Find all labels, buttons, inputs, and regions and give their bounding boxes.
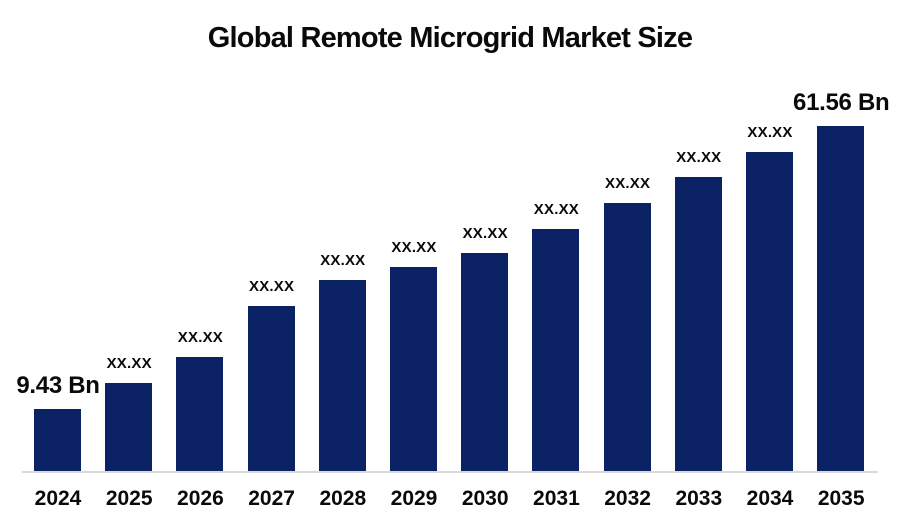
bar-value-label-2032: XX.XX xyxy=(605,175,651,193)
bar-2029 xyxy=(390,267,437,471)
bar-group-2028: XX.XX 2028 xyxy=(303,0,383,525)
bar-2030 xyxy=(461,253,509,471)
bar-2035 xyxy=(817,126,865,471)
bar-value-label-2024: 9.43 Bn xyxy=(16,371,100,399)
bar-value-label-2030: XX.XX xyxy=(462,225,508,243)
bar-group-2031: XX.XX 2031 xyxy=(516,0,596,525)
bar-value-label-2026: XX.XX xyxy=(177,329,223,347)
bar-value-label-2035: 61.56 Bn xyxy=(793,88,890,116)
bar-value-label-2031: XX.XX xyxy=(533,201,579,219)
x-tick-2027: 2027 xyxy=(248,487,295,510)
bar-2027 xyxy=(247,306,295,471)
x-tick-2032: 2032 xyxy=(604,487,651,510)
x-axis-line xyxy=(22,471,878,473)
bar-group-2032: XX.XX 2032 xyxy=(588,0,668,525)
x-tick-2033: 2033 xyxy=(675,487,723,510)
bar-group-2024: 9.43 Bn 2024 xyxy=(16,0,100,525)
x-tick-2028: 2028 xyxy=(319,487,367,510)
bar-group-2033: XX.XX 2033 xyxy=(659,0,739,525)
bar-value-label-2034: XX.XX xyxy=(747,124,793,142)
bar-value-label-2028: XX.XX xyxy=(320,252,366,270)
x-tick-2034: 2034 xyxy=(746,487,794,510)
bar-group-2027: XX.XX 2027 xyxy=(232,0,312,525)
bar-group-2029: XX.XX 2029 xyxy=(374,0,454,525)
bar-value-label-2027: XX.XX xyxy=(249,278,295,296)
bar-group-2030: XX.XX 2030 xyxy=(445,0,525,525)
x-tick-2031: 2031 xyxy=(533,487,580,510)
x-tick-2025: 2025 xyxy=(105,487,153,510)
bar-group-2034: XX.XX 2034 xyxy=(730,0,810,525)
bar-2026 xyxy=(176,357,224,471)
bar-2025 xyxy=(105,383,153,471)
x-tick-2030: 2030 xyxy=(461,487,509,510)
bar-group-2025: XX.XX 2025 xyxy=(89,0,169,525)
x-tick-2029: 2029 xyxy=(390,487,438,510)
bar-2032 xyxy=(603,203,651,471)
x-tick-2035: 2035 xyxy=(817,487,865,510)
bar-value-label-2033: XX.XX xyxy=(676,149,722,167)
bar-2034 xyxy=(746,152,793,471)
bar-2031 xyxy=(532,229,580,471)
bar-2024 xyxy=(34,409,81,471)
bar-2028 xyxy=(318,280,366,471)
bar-value-label-2029: XX.XX xyxy=(391,239,437,257)
x-tick-2024: 2024 xyxy=(34,487,82,510)
bar-group-2026: XX.XX 2026 xyxy=(160,0,240,525)
bar-group-2035: 61.56 Bn 2035 xyxy=(793,0,890,525)
chart-title: Global Remote Microgrid Market Size xyxy=(207,22,693,54)
bar-value-label-2025: XX.XX xyxy=(106,355,152,373)
bar-2033 xyxy=(674,177,722,471)
x-tick-2026: 2026 xyxy=(177,487,224,510)
